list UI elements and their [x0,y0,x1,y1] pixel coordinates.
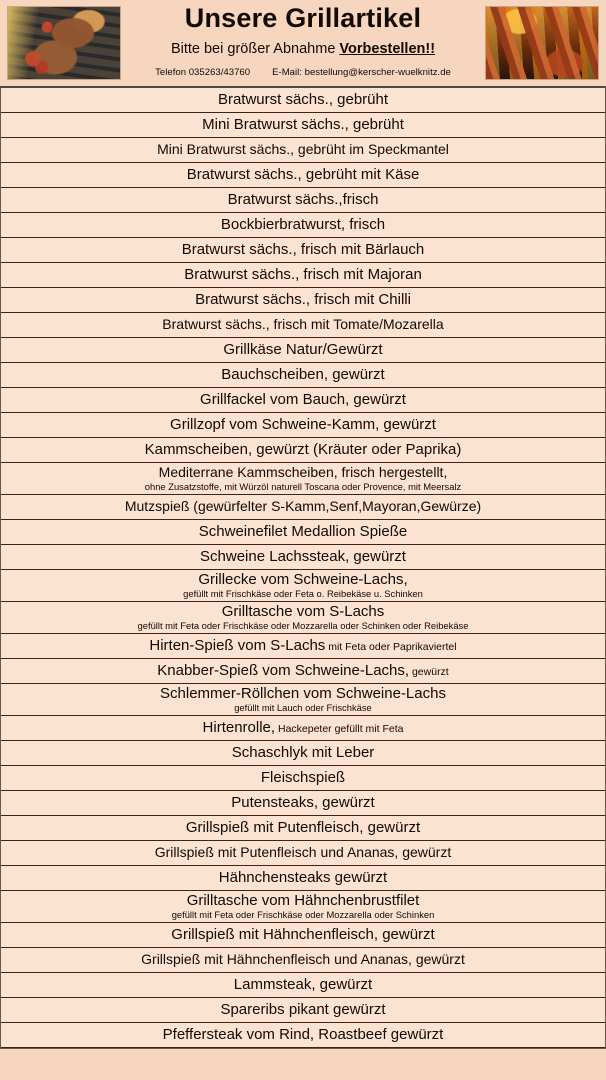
preorder-notice-emphasis: Vorbestellen!! [339,41,436,58]
item-name: Schweine Lachssteak, gewürzt [200,547,406,565]
list-item[interactable]: Grilltasche vom Hähnchenbrustfilet gefüll… [1,891,605,923]
item-name: Hirten-Spieß vom S-Lachs mit Feta oder P… [149,636,457,654]
item-name: Bratwurst sächs., frisch mit Majoran [184,265,422,283]
item-name: Hähnchensteaks gewürzt [218,868,388,886]
contact-line: Telefon 035263/43760 E-Mail: bestellung@k… [126,67,480,78]
item-name: Knabber-Spieß vom Schweine-Lachs, gewürz… [157,661,449,679]
page-header: Unsere Grillartikel Bitte bei größer Abn… [0,0,606,86]
item-description: gefüllt mit Frischkäse oder Feta o. Reib… [183,588,423,600]
grilled-sausages-photo [485,6,599,80]
list-item[interactable]: Mutzspieß (gewürfelter S-Kamm,Senf,Mayor… [1,495,605,520]
item-inline-detail: gewürzt [409,665,449,678]
item-name: Grillzopf vom Schweine-Kamm, gewürzt [170,415,436,433]
item-name: Bauchscheiben, gewürzt [221,365,385,383]
list-item[interactable]: Hirtenrolle, Hackepeter gefüllt mit Feta [1,716,605,741]
grilled-sausages-image-art [486,7,598,79]
item-name: Schlemmer-Röllchen vom Schweine-Lachs [160,684,446,702]
phone-number: Telefon 035263/43760 [155,67,251,79]
email-address[interactable]: E-Mail: bestellung@kerscher-wuelknitz.de [272,67,451,79]
list-item[interactable]: Grillkäse Natur/Gewürzt [1,338,605,363]
item-name: Fleischspieß [260,768,346,786]
list-item[interactable]: Grillspieß mit Hähnchenfleisch, gewürzt [1,923,605,948]
list-item[interactable]: Bratwurst sächs., frisch mit Chilli [1,288,605,313]
item-name: Grillspieß mit Putenfleisch, gewürzt [185,818,421,836]
item-name: Schweinefilet Medallion Spieße [198,522,408,540]
list-item[interactable]: Bratwurst sächs., frisch mit Majoran [1,263,605,288]
preorder-notice: Bitte bei größer Abnahme Vorbestellen!! [126,41,480,57]
list-item[interactable]: Grillfackel vom Bauch, gewürzt [1,388,605,413]
item-name: Bratwurst sächs., frisch mit Tomate/Moza… [162,316,444,333]
item-name: Spareribs pikant gewürzt [220,1000,386,1018]
item-inline-detail: mit Feta oder Paprikaviertel [325,640,457,653]
list-item[interactable]: Spareribs pikant gewürzt [1,998,605,1023]
list-item[interactable]: Mediterrane Kammscheiben, frisch hergest… [1,463,605,495]
list-item[interactable]: Bratwurst sächs., frisch mit Tomate/Moza… [1,313,605,338]
list-item[interactable]: Mini Bratwurst sächs., gebrüht [1,113,605,138]
item-name: Grillfackel vom Bauch, gewürzt [200,390,406,408]
item-name: Mini Bratwurst sächs., gebrüht [202,115,404,133]
list-item[interactable]: Bratwurst sächs., gebrüht mit Käse [1,163,605,188]
list-item[interactable]: Grillecke vom Schweine-Lachs, gefüllt mit… [1,570,605,602]
item-description: gefüllt mit Feta oder Frischkäse oder Mo… [171,909,435,921]
item-name: Grillkäse Natur/Gewürzt [223,340,383,358]
item-name: Hirtenrolle, Hackepeter gefüllt mit Feta [202,718,404,736]
list-item[interactable]: Bratwurst sächs., frisch mit Bärlauch [1,238,605,263]
list-item[interactable]: Mini Bratwurst sächs., gebrüht im Speckm… [1,138,605,163]
list-item[interactable]: Bratwurst sächs., gebrüht [1,88,605,113]
item-name: Grillspieß mit Putenfleisch und Ananas, … [154,844,452,861]
item-name: Bratwurst sächs.,frisch [227,190,379,208]
item-description: ohne Zusatzstoffe, mit Würzöl naturell T… [144,480,462,492]
item-inline-detail: Hackepeter gefüllt mit Feta [275,722,404,735]
page-title: Unsere Grillartikel [184,3,422,33]
list-item[interactable]: Bockbierbratwurst, frisch [1,213,605,238]
list-item[interactable]: Schlemmer-Röllchen vom Schweine-Lachs gef… [1,684,605,716]
list-item[interactable]: Bauchscheiben, gewürzt [1,363,605,388]
grilled-meat-image-art [8,7,120,79]
item-name: Grilltasche vom S-Lachs [221,602,385,620]
item-description: gefüllt mit Feta oder Frischkäse oder Mo… [137,620,469,632]
preorder-notice-prefix: Bitte bei größer Abnahme [170,41,340,58]
header-text-block: Unsere Grillartikel Bitte bei größer Abn… [126,0,480,78]
list-item[interactable]: Knabber-Spieß vom Schweine-Lachs, gewürz… [1,659,605,684]
grill-items-list: Bratwurst sächs., gebrüht Mini Bratwurst … [0,86,606,1049]
list-item[interactable]: Grilltasche vom S-Lachs gefüllt mit Feta … [1,602,605,634]
item-name: Grillecke vom Schweine-Lachs, [198,570,408,588]
item-name: Putensteaks, gewürzt [231,793,375,811]
grilled-meat-photo [7,6,121,80]
list-item[interactable]: Schweine Lachssteak, gewürzt [1,545,605,570]
item-name: Kammscheiben, gewürzt (Kräuter oder Papr… [144,440,462,458]
list-item[interactable]: Hirten-Spieß vom S-Lachs mit Feta oder P… [1,634,605,659]
item-name: Pfeffersteak vom Rind, Roastbeef gewürzt [162,1025,444,1043]
list-item[interactable]: Hähnchensteaks gewürzt [1,866,605,891]
list-item[interactable]: Grillspieß mit Putenfleisch und Ananas, … [1,841,605,866]
item-name: Bratwurst sächs., gebrüht mit Käse [186,165,420,183]
item-name: Grillspieß mit Hähnchenfleisch und Anana… [141,951,465,968]
item-name: Grilltasche vom Hähnchenbrustfilet [186,891,420,909]
item-name: Mediterrane Kammscheiben, frisch hergest… [158,464,448,481]
list-item[interactable]: Bratwurst sächs.,frisch [1,188,605,213]
list-item[interactable]: Kammscheiben, gewürzt (Kräuter oder Papr… [1,438,605,463]
list-item[interactable]: Pfeffersteak vom Rind, Roastbeef gewürzt [1,1023,605,1048]
item-name: Schaschlyk mit Leber [231,743,375,761]
list-item[interactable]: Lammsteak, gewürzt [1,973,605,998]
list-item[interactable]: Schweinefilet Medallion Spieße [1,520,605,545]
item-name: Mutzspieß (gewürfelter S-Kamm,Senf,Mayor… [124,498,482,515]
list-item[interactable]: Putensteaks, gewürzt [1,791,605,816]
item-name: Mini Bratwurst sächs., gebrüht im Speckm… [157,141,449,158]
item-name: Bratwurst sächs., gebrüht [217,90,389,108]
list-item[interactable]: Grillspieß mit Putenfleisch, gewürzt [1,816,605,841]
list-item[interactable]: Grillspieß mit Hähnchenfleisch und Anana… [1,948,605,973]
item-name: Bratwurst sächs., frisch mit Bärlauch [181,240,425,258]
item-name: Lammsteak, gewürzt [233,975,373,993]
item-name: Bratwurst sächs., frisch mit Chilli [195,290,411,308]
list-item[interactable]: Schaschlyk mit Leber [1,741,605,766]
item-name: Grillspieß mit Hähnchenfleisch, gewürzt [171,925,435,943]
item-description: gefüllt mit Lauch oder Frischkäse [234,702,372,714]
item-name: Bockbierbratwurst, frisch [220,215,386,233]
list-item[interactable]: Grillzopf vom Schweine-Kamm, gewürzt [1,413,605,438]
list-item[interactable]: Fleischspieß [1,766,605,791]
